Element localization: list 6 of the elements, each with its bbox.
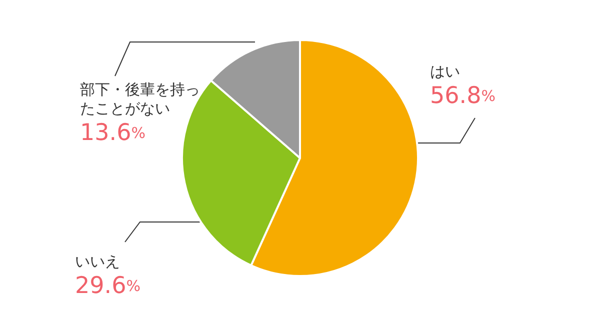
slice-label: いいえ <box>75 252 120 270</box>
data-label: 29.6% <box>75 273 140 299</box>
slice-label: 部下・後輩を持ったことがない <box>80 80 200 118</box>
slice-label: はい <box>430 62 460 80</box>
data-label: 56.8% <box>430 83 496 109</box>
data-label: 13.6% <box>80 120 146 146</box>
